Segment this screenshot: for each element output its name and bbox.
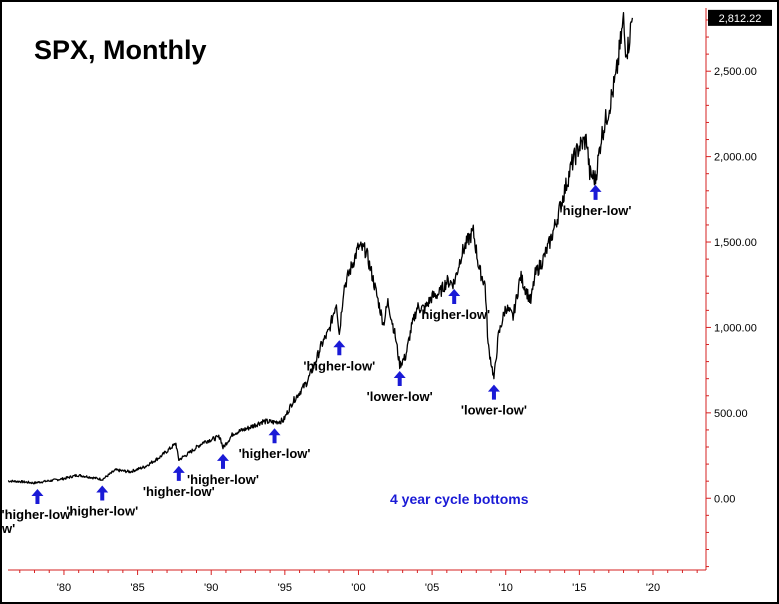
up-arrow-icon — [589, 184, 602, 200]
annotation-label: 'higher-low' — [66, 503, 138, 518]
up-arrow-icon — [31, 489, 44, 505]
x-tick-label: '20 — [646, 582, 660, 594]
annotation-label: 'higher-low' — [187, 472, 259, 487]
x-tick-label: '05 — [425, 582, 439, 594]
annotation-label: 'higher-low' — [1, 507, 73, 522]
x-tick-label: '10 — [499, 582, 513, 594]
up-arrow-icon — [172, 465, 185, 481]
y-tick-label: 0.00 — [714, 493, 735, 505]
spx-price-line — [7, 11, 634, 485]
chart-title: SPX, Monthly — [34, 35, 207, 65]
cut-off-label-fragment: w' — [1, 521, 15, 536]
x-tick-label: '85 — [130, 582, 144, 594]
last-value-badge — [708, 9, 772, 26]
cycle-bottom-annotation: 'higher-low' — [66, 485, 138, 518]
cycle-bottom-annotation: 'higher-low' — [1, 489, 73, 522]
annotation-label: 'higher-low' — [143, 484, 215, 499]
price-series-layer — [7, 11, 634, 485]
x-tick-label: '95 — [278, 582, 292, 594]
x-tick-label: '90 — [204, 582, 218, 594]
annotation-label: 'lower-low' — [461, 403, 527, 418]
up-arrow-icon — [448, 289, 461, 305]
up-arrow-icon — [268, 428, 281, 444]
chart-note: 4 year cycle bottoms — [390, 491, 529, 507]
x-tick-label: '00 — [351, 582, 365, 594]
axes-layer: 0.00 500.00 1,000.00 1,500.00 2,000.00 2,500.… — [8, 8, 772, 594]
annotation-label: 'higher-low' — [560, 203, 632, 218]
y-tick-label: 1,000.00 — [714, 322, 757, 334]
y-tick-label: 1,500.00 — [714, 237, 757, 249]
annotation-label: 'higher-low' — [418, 307, 490, 322]
x-tick-label: '80 — [57, 582, 71, 594]
y-tick-label: 2,500.00 — [714, 66, 757, 78]
up-arrow-icon — [487, 384, 500, 400]
cycle-bottom-annotation: 'higher-low' — [143, 465, 215, 499]
y-tick-label: 2,000.00 — [714, 152, 757, 164]
cycle-bottom-annotation: 'lower-low' — [367, 371, 433, 404]
cycle-bottom-annotation: 'higher-low' — [560, 184, 632, 218]
x-tick-label: '15 — [572, 582, 586, 594]
last-value-label: 2,812.22 — [719, 13, 762, 25]
annotation-label: 'higher-low' — [303, 358, 375, 373]
up-arrow-icon — [393, 371, 406, 387]
annotation-layer: 'higher-low''higher-low''higher-low''hig… — [1, 184, 632, 522]
cycle-bottom-annotation: 'higher-low' — [239, 428, 311, 461]
up-arrow-icon — [216, 453, 229, 469]
cycle-bottom-annotation: 'lower-low' — [461, 384, 527, 418]
y-tick-label: 500.00 — [714, 408, 748, 420]
up-arrow-icon — [96, 485, 109, 501]
cycle-bottom-annotation: 'higher-low' — [187, 453, 259, 487]
cycle-bottom-annotation: 'higher-low' — [303, 340, 375, 373]
cycle-bottom-annotation: 'higher-low' — [418, 289, 490, 322]
up-arrow-icon — [333, 340, 346, 356]
annotation-label: 'lower-low' — [367, 389, 433, 404]
annotation-label: 'higher-low' — [239, 446, 311, 461]
